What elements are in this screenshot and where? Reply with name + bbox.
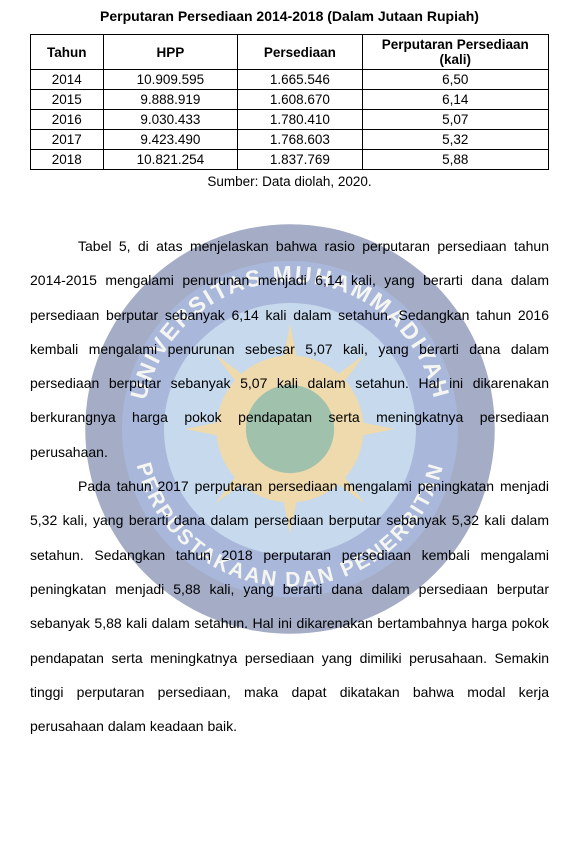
table-row: 20179.423.4901.768.6035,32 [31, 130, 549, 150]
paragraph-2: Pada tahun 2017 perputaran persediaan me… [30, 469, 549, 743]
th-hpp: HPP [103, 35, 238, 70]
table-cell: 9.888.919 [103, 90, 238, 110]
table-cell: 2015 [31, 90, 104, 110]
paragraph-1: Tabel 5, di atas menjelaskan bahwa rasio… [30, 229, 549, 469]
table-cell: 9.030.433 [103, 110, 238, 130]
table-cell: 5,07 [362, 110, 549, 130]
table-row: 20169.030.4331.780.4105,07 [31, 110, 549, 130]
table-title: Perputaran Persediaan 2014-2018 (Dalam J… [30, 8, 549, 24]
table-cell: 1.780.410 [238, 110, 362, 130]
table-cell: 10.821.254 [103, 150, 238, 170]
table-cell: 2014 [31, 70, 104, 90]
table-cell: 2018 [31, 150, 104, 170]
th-persediaan: Persediaan [238, 35, 362, 70]
table-cell: 1.665.546 [238, 70, 362, 90]
table-header-row: Tahun HPP Persediaan Perputaran Persedia… [31, 35, 549, 70]
table-cell: 10.909.595 [103, 70, 238, 90]
table-cell: 2016 [31, 110, 104, 130]
table-row: 20159.888.9191.608.6706,14 [31, 90, 549, 110]
table-cell: 1.837.769 [238, 150, 362, 170]
table-cell: 6,14 [362, 90, 549, 110]
th-tahun: Tahun [31, 35, 104, 70]
table-cell: 5,32 [362, 130, 549, 150]
th-perputaran: Perputaran Persediaan (kali) [362, 35, 549, 70]
table-source: Sumber: Data diolah, 2020. [30, 174, 549, 189]
table-row: 201410.909.5951.665.5466,50 [31, 70, 549, 90]
table-cell: 6,50 [362, 70, 549, 90]
table-cell: 2017 [31, 130, 104, 150]
table-cell: 5,88 [362, 150, 549, 170]
data-table: Tahun HPP Persediaan Perputaran Persedia… [30, 34, 549, 170]
table-cell: 9.423.490 [103, 130, 238, 150]
table-cell: 1.768.603 [238, 130, 362, 150]
table-cell: 1.608.670 [238, 90, 362, 110]
table-row: 201810.821.2541.837.7695,88 [31, 150, 549, 170]
